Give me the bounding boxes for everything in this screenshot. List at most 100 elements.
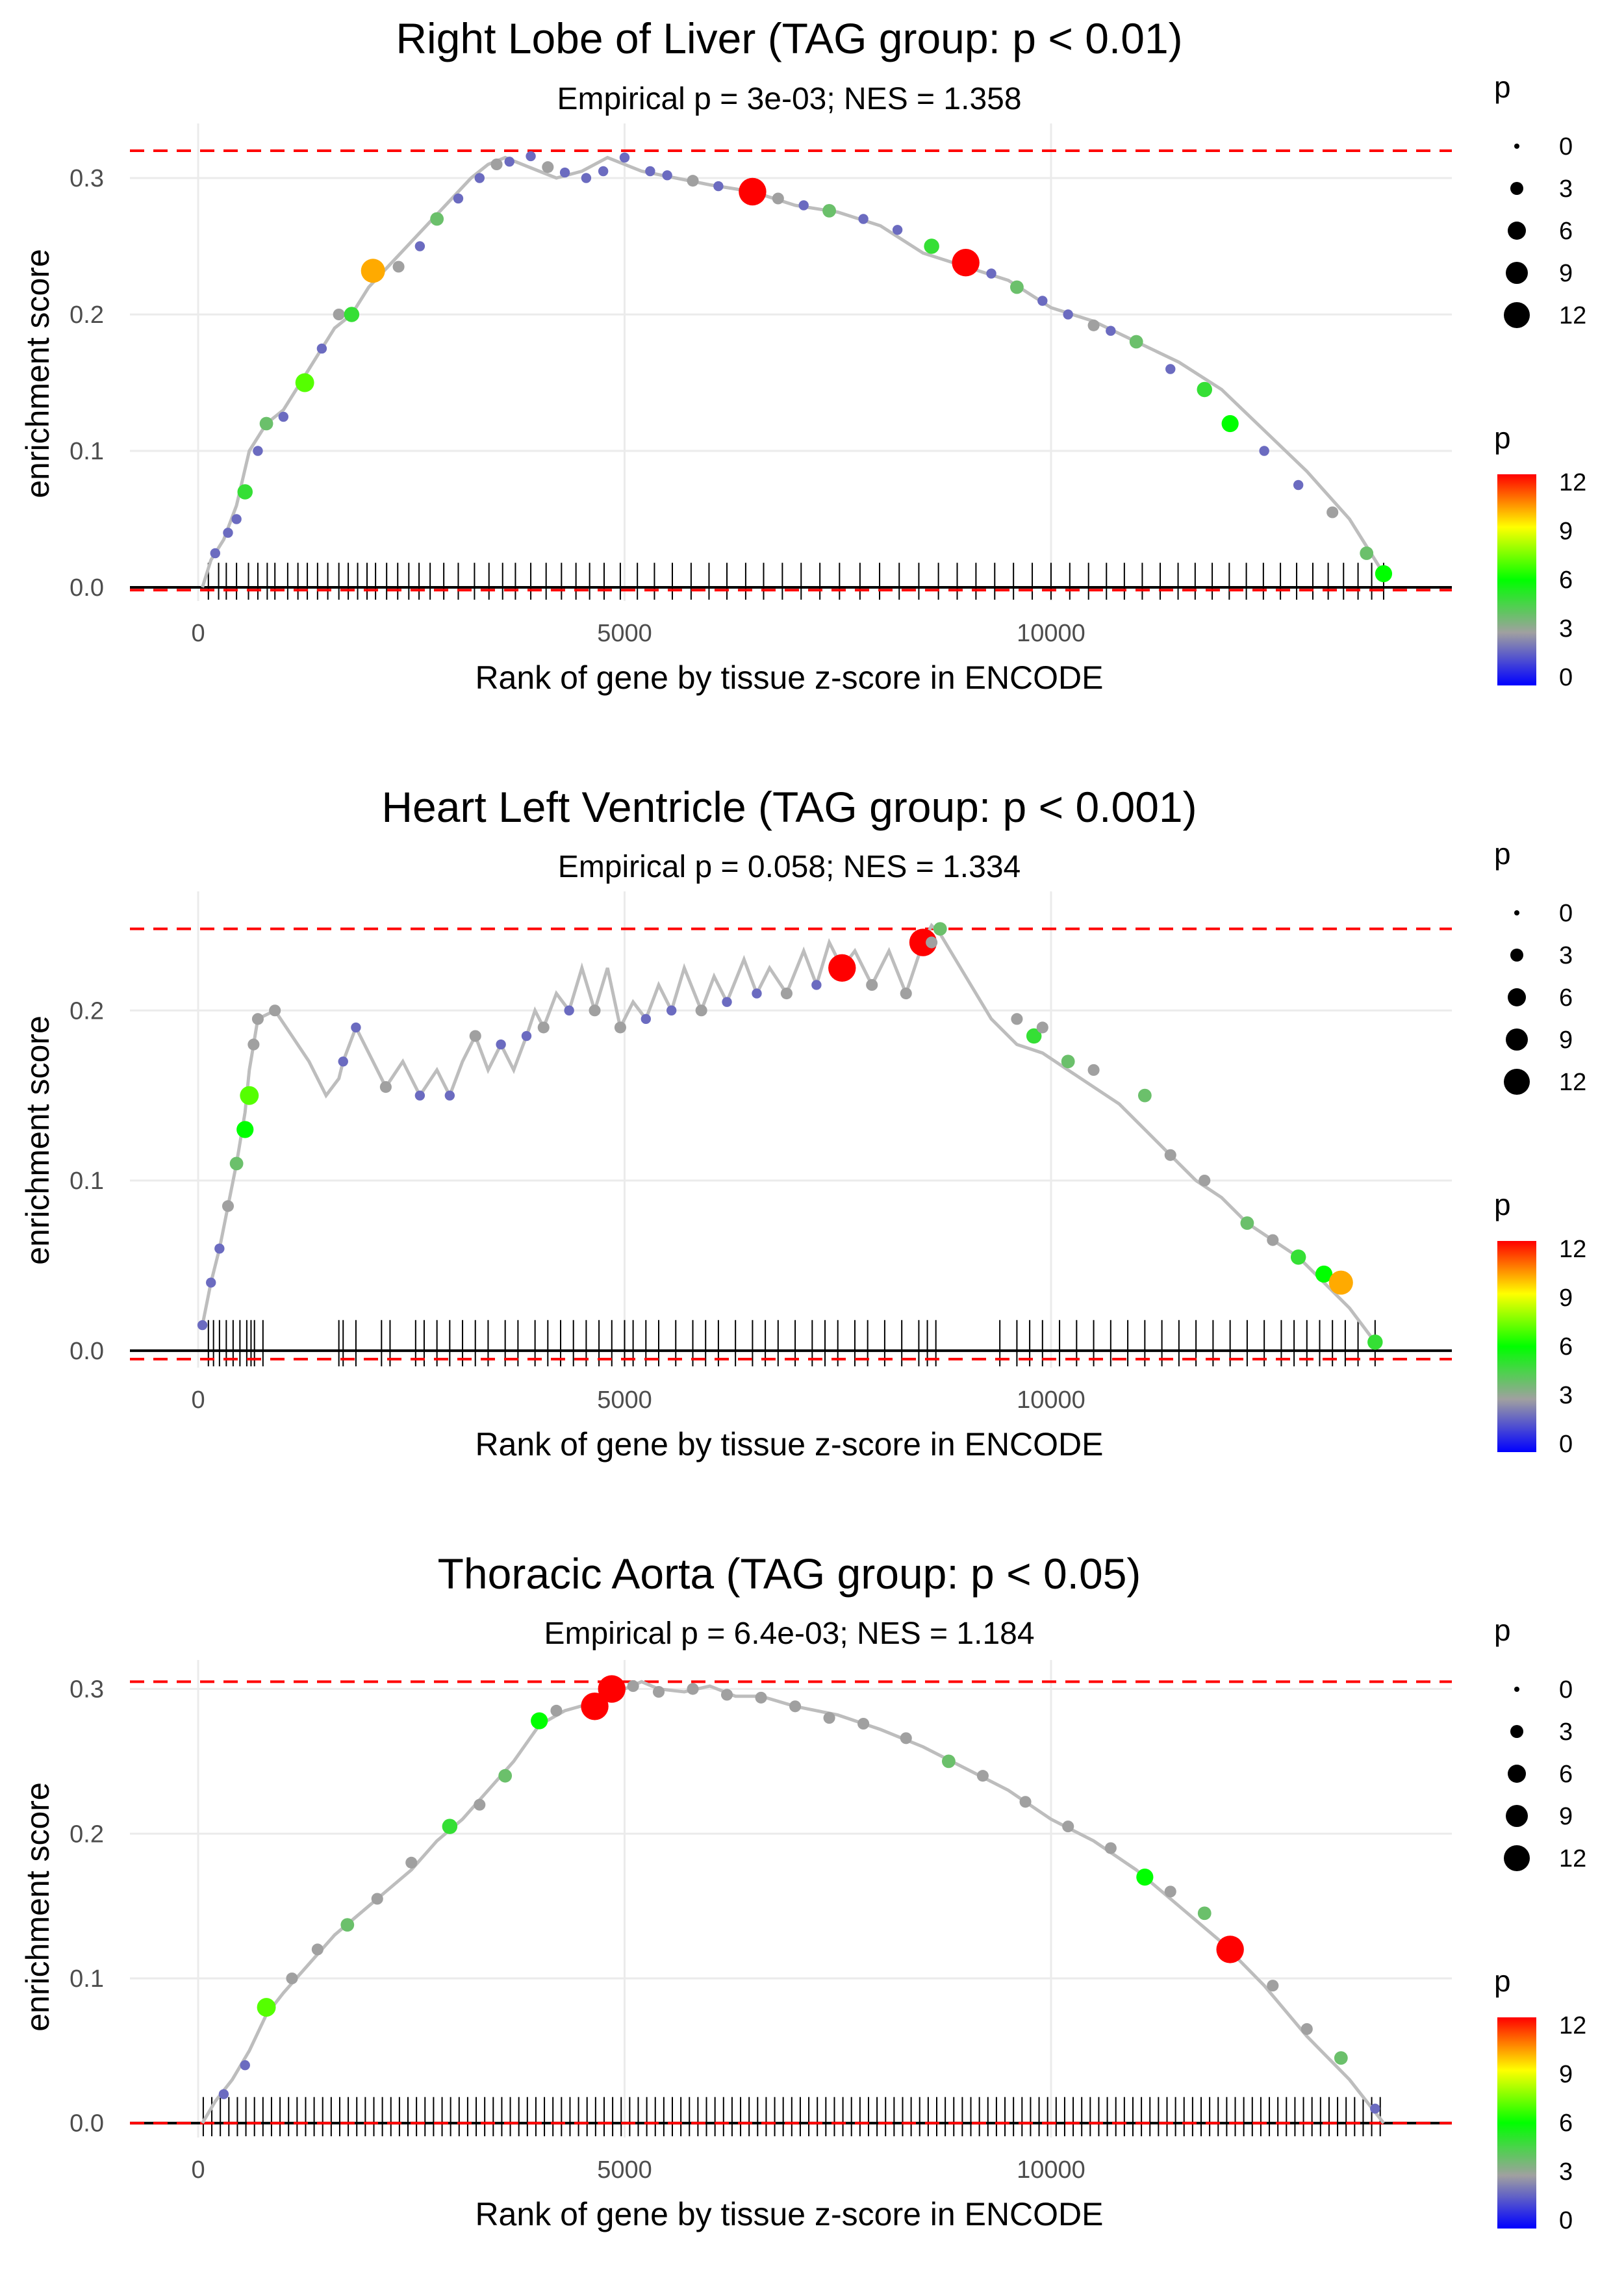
enrichment-point	[1197, 381, 1213, 398]
enrichment-point	[866, 978, 878, 991]
enrichment-point	[828, 954, 856, 982]
enrichment-point	[581, 173, 592, 183]
enrichment-point	[1216, 1935, 1244, 1963]
y-tick-label: 0.0	[70, 2110, 104, 2138]
enrichment-point	[537, 1021, 550, 1034]
enrichment-point	[1164, 1149, 1176, 1161]
enrichment-point	[858, 214, 869, 224]
color-bar	[1497, 2017, 1536, 2229]
enrichment-point	[1011, 1013, 1023, 1025]
enrichment-point	[1104, 1842, 1117, 1854]
enrichment-point	[526, 151, 536, 162]
enrichment-point	[218, 2089, 229, 2099]
chart-subtitle: Empirical p = 3e-03; NES = 1.358	[557, 82, 1021, 116]
enrichment-point	[641, 1014, 652, 1025]
enrichment-point	[442, 1819, 458, 1834]
enrichment-point	[469, 1030, 481, 1042]
enrichment-point	[789, 1700, 802, 1713]
enrichment-point	[1199, 1174, 1211, 1187]
enrichment-point	[206, 1277, 216, 1288]
enrichment-point	[652, 1685, 665, 1698]
size-legend-label: 12	[1559, 1069, 1586, 1096]
color-legend: p 12 9 6 3 0	[1494, 421, 1586, 691]
y-tick-label: 0.0	[70, 574, 104, 602]
color-legend-title: p	[1494, 421, 1511, 455]
enrichment-point	[1062, 1820, 1074, 1833]
enrichment-point	[286, 1972, 298, 1985]
color-legend-label: 6	[1559, 567, 1573, 594]
size-legend-label: 6	[1559, 218, 1573, 245]
color-legend-label: 3	[1559, 2158, 1573, 2186]
y-tick-label: 0.0	[70, 1338, 104, 1365]
enrichment-point	[722, 997, 732, 1007]
enrichment-point	[240, 2060, 250, 2071]
enrichment-point	[414, 241, 425, 251]
size-legend-label: 12	[1559, 302, 1586, 329]
enrichment-point	[251, 1013, 264, 1025]
size-legend-dot	[1508, 222, 1526, 240]
enrichment-point	[1129, 335, 1143, 349]
color-legend-label: 12	[1559, 2012, 1586, 2039]
size-legend-label: 6	[1559, 1761, 1573, 1788]
enrichment-point	[257, 1998, 276, 2017]
enrichment-point	[392, 261, 405, 273]
enrichment-point	[1240, 1216, 1254, 1230]
enrichment-point	[444, 1090, 455, 1101]
enrichment-point	[627, 1680, 639, 1693]
enrichment-point	[1136, 1868, 1154, 1886]
enrichment-point	[739, 177, 767, 206]
size-legend-label: 0	[1559, 1676, 1573, 1704]
enrichment-point	[231, 514, 242, 524]
enrichment-point	[361, 259, 385, 283]
enrichment-curve	[201, 155, 1386, 588]
color-legend-label: 0	[1559, 2207, 1573, 2234]
enrichment-point	[952, 249, 980, 277]
enrichment-point	[892, 225, 903, 235]
chart-title: Thoracic Aorta (TAG group: p < 0.05)	[438, 1550, 1141, 1598]
x-tick-label: 5000	[597, 2156, 652, 2184]
size-legend-label: 0	[1559, 900, 1573, 927]
enrichment-point	[311, 1943, 324, 1956]
color-legend-label: 9	[1559, 518, 1573, 545]
enrichment-point	[1137, 1088, 1152, 1103]
enrichment-point	[236, 1121, 254, 1138]
plot-area: 0.0 0.1 0.2 0.3 0 5000 10000	[70, 1660, 1452, 2184]
size-legend-dot	[1508, 988, 1526, 1006]
chart-subtitle: Empirical p = 0.058; NES = 1.334	[558, 850, 1021, 884]
panel-right-lobe-liver: Right Lobe of Liver (TAG group: p < 0.01…	[19, 14, 1586, 696]
enrichment-point	[1164, 1885, 1176, 1898]
size-legend-title: p	[1494, 70, 1511, 104]
y-axis-label: enrichment score	[19, 1016, 56, 1265]
enrichment-point	[1063, 309, 1073, 320]
size-legend-label: 3	[1559, 175, 1573, 203]
enrichment-point	[197, 1320, 208, 1331]
enrichment-point	[1087, 1064, 1100, 1076]
enrichment-point	[240, 1086, 259, 1105]
enrichment-point	[223, 528, 233, 538]
enrichment-point	[340, 1918, 355, 1932]
size-legend-dot	[1510, 949, 1523, 962]
enrichment-point	[1221, 415, 1239, 433]
y-axis-label: enrichment score	[19, 249, 56, 498]
enrichment-point	[1019, 1796, 1032, 1808]
enrichment-point	[687, 1683, 699, 1695]
enrichment-point	[521, 1030, 532, 1041]
enrichment-point	[811, 980, 822, 990]
color-legend: p 12 9 6 3 0	[1494, 1964, 1586, 2234]
enrichment-point	[496, 1039, 506, 1050]
size-legend-dot	[1504, 1845, 1530, 1871]
color-legend-label: 6	[1559, 2110, 1573, 2137]
enrichment-point	[247, 1038, 260, 1051]
color-legend-label: 0	[1559, 1431, 1573, 1458]
enrichment-point	[822, 204, 836, 218]
plot-area: 0.0 0.1 0.2 0 5000 10000	[70, 891, 1452, 1414]
enrichment-point	[924, 238, 939, 254]
size-legend-label: 9	[1559, 1803, 1573, 1830]
size-legend-dot	[1510, 182, 1523, 195]
size-legend-label: 3	[1559, 1718, 1573, 1746]
enrichment-point	[542, 161, 554, 173]
chart-subtitle: Empirical p = 6.4e-03; NES = 1.184	[544, 1616, 1034, 1651]
enrichment-point	[430, 212, 444, 226]
enrichment-point	[490, 158, 503, 171]
